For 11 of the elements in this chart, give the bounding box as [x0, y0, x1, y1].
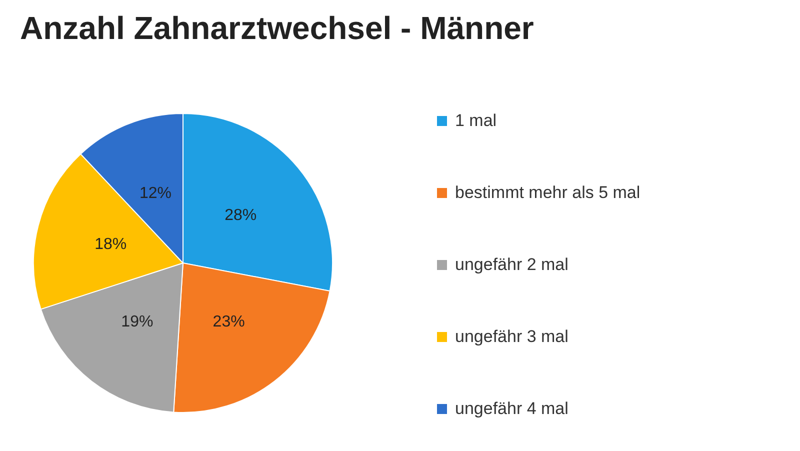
data-label: 19%	[121, 313, 154, 330]
legend-label: bestimmt mehr als 5 mal	[455, 182, 640, 204]
legend-label: ungefähr 3 mal	[455, 326, 568, 348]
data-label: 28%	[224, 206, 257, 224]
legend-label: ungefähr 4 mal	[455, 398, 568, 420]
data-label: 12%	[139, 184, 172, 202]
data-label: 18%	[94, 236, 127, 253]
chart-title: Anzahl Zahnarztwechsel - Männer	[20, 10, 534, 47]
legend-label: ungefähr 2 mal	[455, 254, 568, 276]
legend-label: 1 mal	[455, 110, 497, 132]
data-label: 23%	[212, 313, 245, 330]
